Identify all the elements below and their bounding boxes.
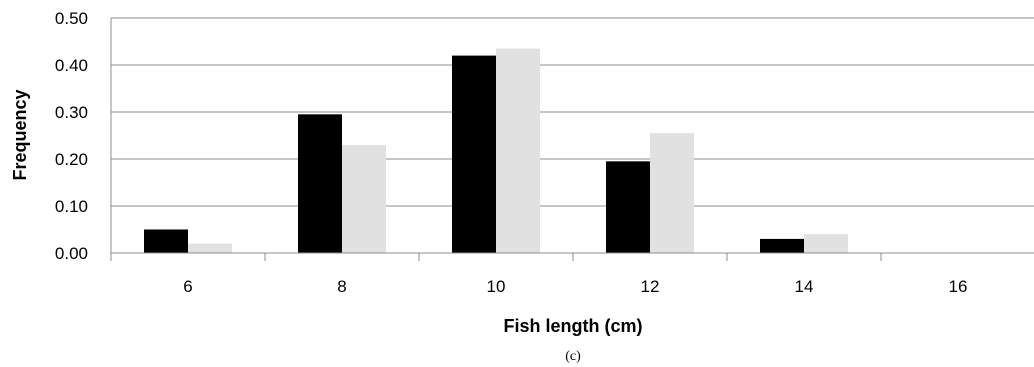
x-tick-label: 16 xyxy=(949,277,968,296)
bar-series-2-12 xyxy=(650,133,694,253)
bar-series-1-6 xyxy=(144,229,188,253)
y-tick-label: 0.20 xyxy=(55,150,88,169)
x-tick-labels: 6 8 10 12 14 16 xyxy=(183,277,967,296)
bar-series-2-6 xyxy=(188,243,232,253)
gridlines xyxy=(111,17,1034,207)
bar-series-2-8 xyxy=(342,144,386,253)
bar-series-1-8 xyxy=(298,114,342,253)
bar-series-2-10 xyxy=(496,48,540,253)
bars xyxy=(144,48,848,253)
bar-series-2-14 xyxy=(804,234,848,253)
bar-series-1-12 xyxy=(606,161,650,253)
figure-caption: (c) xyxy=(565,349,581,364)
x-axis-title: Fish length (cm) xyxy=(504,316,643,336)
bar-series-1-10 xyxy=(452,55,496,253)
x-tick-label: 14 xyxy=(795,277,814,296)
y-axis-title: Frequency xyxy=(10,89,30,180)
bar-series-1-14 xyxy=(760,238,804,253)
axes xyxy=(110,18,1034,261)
x-tick-label: 6 xyxy=(183,277,192,296)
y-tick-label: 0.30 xyxy=(55,103,88,122)
y-tick-label: 0.40 xyxy=(55,56,88,75)
y-tick-label: 0.50 xyxy=(55,9,88,28)
x-tick-label: 10 xyxy=(487,277,506,296)
y-tick-label: 0.10 xyxy=(55,197,88,216)
y-tick-label: 0.00 xyxy=(55,244,88,263)
y-tick-labels: 0.00 0.10 0.20 0.30 0.40 0.50 xyxy=(55,9,88,263)
x-tick-label: 12 xyxy=(641,277,660,296)
x-tick-label: 8 xyxy=(337,277,346,296)
